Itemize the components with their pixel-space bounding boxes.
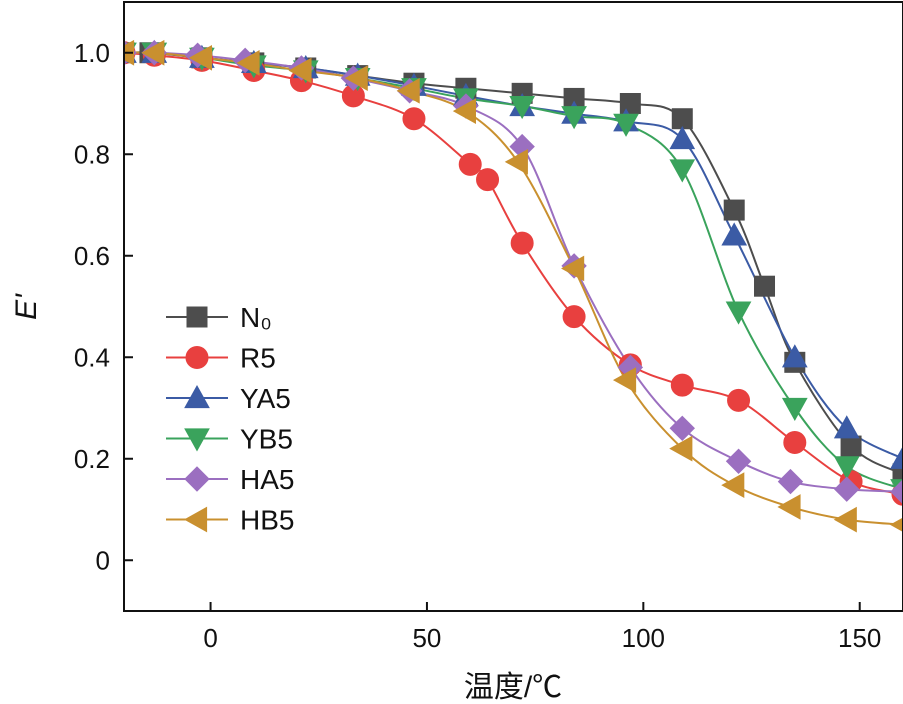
data-point xyxy=(889,517,903,532)
y-tick-label: 0.6 xyxy=(74,241,110,271)
legend-label: HA5 xyxy=(240,464,294,495)
y-tick-label: 1.0 xyxy=(74,38,110,68)
legend-marker xyxy=(184,384,210,409)
x-tick-label: 150 xyxy=(838,623,881,653)
plot-frame xyxy=(123,1,903,612)
data-point xyxy=(777,494,801,520)
y-tick-label: 0.8 xyxy=(74,139,110,169)
data-point xyxy=(619,93,641,114)
data-point xyxy=(669,159,696,183)
legend-label: HB5 xyxy=(240,505,294,536)
data-point xyxy=(669,435,693,462)
data-point xyxy=(562,305,586,329)
y-tick-label: 0.2 xyxy=(74,444,110,474)
legend-label: R5 xyxy=(240,343,276,374)
data-point xyxy=(510,231,534,255)
data-point xyxy=(396,77,420,104)
y-tick-label: 0.4 xyxy=(74,342,110,372)
legend: N₀ R5 YA5 YB5 HA5 HB5 xyxy=(166,302,294,536)
legend-marker xyxy=(183,506,208,533)
data-point xyxy=(476,168,500,192)
x-tick-label: 0 xyxy=(203,623,217,653)
legend-marker xyxy=(184,428,210,452)
data-point xyxy=(783,431,807,455)
data-point xyxy=(188,44,212,71)
data-point xyxy=(671,108,693,130)
y-axis-title: E' xyxy=(10,293,43,320)
data-point xyxy=(458,152,482,176)
legend-marker xyxy=(184,466,210,492)
data-point xyxy=(754,275,776,297)
data-point xyxy=(670,373,694,397)
plot-markers xyxy=(124,39,903,533)
legend-marker xyxy=(185,346,209,369)
data-point xyxy=(561,106,587,130)
data-point xyxy=(452,98,476,124)
data-point xyxy=(833,456,860,480)
data-point xyxy=(504,149,528,175)
data-point xyxy=(777,468,804,495)
data-point xyxy=(725,301,752,325)
data-point xyxy=(669,415,695,442)
data-point xyxy=(561,255,585,282)
data-point xyxy=(721,472,745,498)
x-tick-label: 50 xyxy=(412,623,441,653)
y-tick-label: 0 xyxy=(96,545,110,575)
data-point xyxy=(833,506,857,533)
data-point xyxy=(781,397,808,422)
data-point xyxy=(613,113,639,137)
x-axis: 0 50 100 150 xyxy=(203,602,881,653)
legend-label: YA5 xyxy=(240,383,291,414)
data-point xyxy=(834,476,860,502)
data-point xyxy=(725,448,752,474)
data-point xyxy=(721,222,748,246)
data-point xyxy=(612,367,637,393)
data-point xyxy=(781,344,808,368)
y-axis: 0 0.2 0.4 0.6 0.8 1.0 xyxy=(74,38,133,575)
x-tick-label: 100 xyxy=(622,623,665,653)
legend-label: YB5 xyxy=(240,424,293,455)
data-point xyxy=(344,65,368,91)
data-point xyxy=(288,57,312,84)
data-point xyxy=(892,463,903,485)
data-point xyxy=(402,107,426,131)
data-point xyxy=(890,479,903,505)
data-point xyxy=(141,39,165,66)
legend-label: N₀ xyxy=(240,302,272,333)
data-point xyxy=(727,388,751,412)
data-point xyxy=(833,415,860,439)
data-point xyxy=(890,445,903,469)
data-point xyxy=(723,199,745,221)
x-axis-title: 温度/℃ xyxy=(464,671,562,704)
data-point xyxy=(236,50,260,76)
data-point xyxy=(669,125,696,150)
data-point xyxy=(840,435,862,457)
legend-marker xyxy=(186,306,208,328)
data-point xyxy=(509,95,536,120)
